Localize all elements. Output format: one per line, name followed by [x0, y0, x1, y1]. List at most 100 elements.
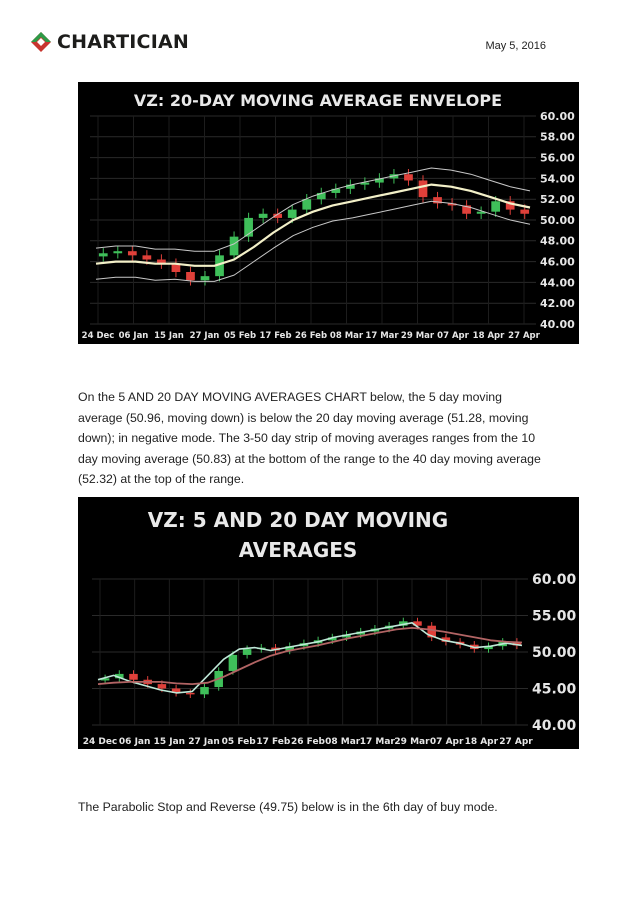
ma-summary-paragraph: On the 5 AND 20 DAY MOVING AVERAGES CHAR…: [78, 390, 541, 487]
x-tick-label: 29 Mar: [394, 737, 430, 747]
candle-body: [171, 263, 181, 272]
candle-body: [186, 692, 195, 695]
x-tick-label: 17 Feb: [256, 737, 291, 747]
x-tick-label: 17 Mar: [365, 331, 399, 341]
candle-body: [287, 209, 297, 218]
x-tick-label: 18 Apr: [473, 331, 505, 341]
y-tick-label: 48.00: [540, 235, 575, 248]
x-tick-label: 27 Jan: [190, 331, 220, 341]
candle-body: [200, 276, 210, 281]
x-tick-label: 24 Dec: [83, 737, 118, 747]
candle-body: [476, 211, 486, 214]
candle-body: [186, 272, 195, 281]
candle-body: [433, 197, 442, 204]
candle-body: [427, 625, 436, 638]
candle-body: [399, 621, 408, 626]
y-tick-label: 50.00: [532, 645, 577, 661]
x-tick-label: 06 Jan: [119, 331, 149, 341]
x-tick-label: 17 Feb: [259, 331, 291, 341]
chart-title-line: VZ: 5 AND 20 DAY MOVING: [148, 508, 448, 532]
candle-body: [244, 217, 253, 237]
candle-body: [258, 213, 268, 218]
series-line: [97, 626, 523, 686]
candle-body: [360, 182, 370, 185]
candle-body: [302, 199, 312, 210]
candle-body: [215, 255, 224, 277]
chartician-logo: CHARTICIAN: [30, 30, 189, 54]
candle-body: [273, 213, 283, 218]
candle-body: [375, 178, 384, 183]
series-line: [95, 200, 531, 282]
candle-body: [484, 646, 493, 650]
y-tick-label: 46.00: [540, 255, 575, 268]
x-tick-label: 06 Jan: [119, 737, 150, 747]
y-tick-label: 54.00: [540, 172, 575, 185]
moving-averages-chart: VZ: 5 AND 20 DAY MOVING AVERAGES 60.00 55.0…: [78, 497, 579, 749]
x-tick-label: 05 Feb: [224, 331, 256, 341]
candle-body: [200, 687, 209, 695]
series-line: [97, 622, 523, 694]
x-tick-label: 15 Jan: [154, 331, 184, 341]
x-tick-label: 07 Apr: [437, 331, 469, 341]
chart-title-line: VZ: 20-DAY MOVING AVERAGE ENVELOPE: [134, 91, 502, 110]
x-tick-label: 27 Jan: [188, 737, 220, 747]
logo-text: CHARTICIAN: [57, 31, 189, 53]
candle-body: [505, 201, 515, 210]
x-tick-label: 15 Jan: [154, 737, 186, 747]
x-tick-label: 18 Apr: [465, 737, 499, 747]
logo-diamond-icon: [31, 32, 51, 52]
x-tick-label: 26 Feb: [295, 331, 327, 341]
x-tick-label: 05 Feb: [222, 737, 257, 747]
y-tick-label: 40.00: [532, 718, 577, 734]
x-tick-label: 08 Mar: [330, 331, 364, 341]
candle-body: [113, 251, 123, 254]
y-tick-label: 45.00: [532, 681, 577, 697]
series-line: [95, 167, 531, 252]
x-tick-label: 17 Mar: [360, 737, 396, 747]
x-tick-label: 24 Dec: [82, 331, 115, 341]
x-tick-label: 07 Apr: [430, 737, 464, 747]
y-tick-label: 52.00: [540, 193, 575, 206]
candle-body: [142, 255, 152, 260]
candle-body: [242, 649, 252, 655]
candle-body: [115, 673, 124, 679]
candle-body: [157, 684, 167, 689]
y-tick-label: 44.00: [540, 276, 575, 289]
candle-body: [413, 621, 422, 626]
series-line: [95, 183, 531, 267]
x-tick-label: 26 Feb: [291, 737, 326, 747]
candle-body: [228, 654, 238, 671]
y-tick-label: 56.00: [540, 151, 575, 164]
y-tick-label: 50.00: [540, 214, 575, 227]
envelope-chart-svg: VZ: 20-DAY MOVING AVERAGE ENVELOPE 60.00 5…: [82, 91, 575, 341]
chart-title-line: AVERAGES: [239, 538, 358, 562]
x-tick-label: 27 Apr: [499, 737, 533, 747]
candle-body: [316, 192, 326, 200]
candle-body: [491, 201, 501, 212]
candle-body: [100, 678, 110, 681]
candle-body: [342, 634, 351, 638]
candle-body: [404, 174, 413, 181]
x-tick-label: 08 Mar: [325, 737, 361, 747]
candle-body: [512, 641, 522, 646]
candle-body: [345, 184, 355, 189]
x-tick-label: 27 Apr: [508, 331, 540, 341]
candle-body: [331, 188, 341, 193]
y-tick-label: 60.00: [532, 572, 577, 588]
candle-body: [441, 637, 451, 642]
candle-body: [418, 180, 428, 198]
y-tick-label: 55.00: [532, 608, 577, 624]
envelope-chart: VZ: 20-DAY MOVING AVERAGE ENVELOPE 60.00 5…: [78, 82, 579, 344]
candle-body: [171, 688, 181, 693]
parabolic-sar-paragraph: The Parabolic Stop and Reverse (49.75) b…: [78, 800, 498, 814]
candle-body: [157, 259, 166, 264]
y-tick-label: 58.00: [540, 131, 575, 144]
y-tick-label: 60.00: [540, 110, 575, 123]
y-tick-label: 40.00: [540, 318, 575, 331]
candle-body: [229, 236, 239, 256]
candle-body: [462, 205, 471, 214]
candle-body: [285, 646, 294, 651]
candle-body: [328, 637, 337, 641]
candle-body: [127, 251, 137, 256]
candle-body: [520, 209, 530, 214]
